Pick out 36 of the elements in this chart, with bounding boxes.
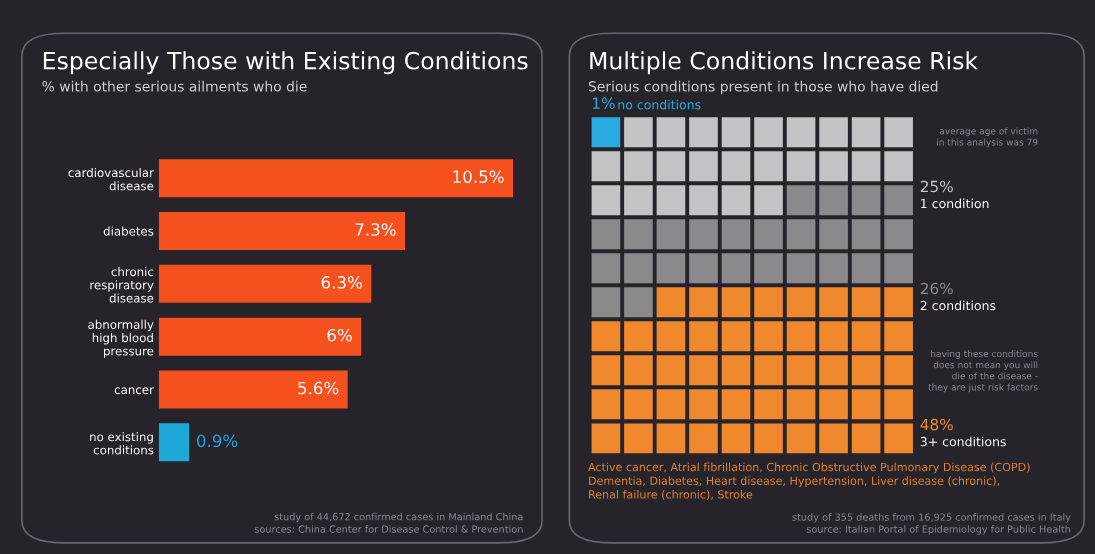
- y-tick-label: cancer: [114, 387, 154, 395]
- data-label: 5.6%: [298, 381, 339, 395]
- category-label: 1 condition: [921, 198, 989, 209]
- text: Serious conditions present in those who have died: [588, 80, 938, 95]
- text: Multiple Conditions Increase Risk: [590, 51, 979, 75]
- category-label: 2 conditions: [920, 300, 996, 311]
- text: having these conditions does not mean you will die of the disease - they are just risk factors: [928, 350, 1038, 393]
- category-label: no conditions: [618, 99, 701, 110]
- y-tick-label: no existing conditions: [90, 432, 154, 455]
- chart-title: Especially Those with Existing Conditions: [43, 51, 528, 75]
- bar: [158, 370, 348, 409]
- bar: [158, 264, 372, 303]
- data-label: 48%: [920, 418, 953, 431]
- bar: [158, 317, 362, 356]
- chart-subtitle: % with other serious ailments who die: [42, 80, 307, 92]
- text: study of 44,672 confirmed cases in Mainland China: [274, 512, 523, 523]
- bar: [158, 159, 514, 198]
- data-label: 7.3%: [355, 223, 396, 236]
- data-label: 10.5%: [453, 170, 504, 183]
- data-label: 6%: [327, 328, 352, 342]
- y-tick-label: cardiovascular disease: [68, 167, 154, 191]
- bar: [158, 423, 190, 462]
- category-label: 3+ conditions: [920, 436, 1006, 447]
- bar: [158, 211, 406, 251]
- text: average age of victim in this analysis was 79: [937, 127, 1038, 148]
- data-label: 6.3%: [321, 276, 362, 289]
- source-note: sources: China Center for Disease Control & Prevention: [254, 525, 523, 533]
- data-label: 1%: [592, 97, 615, 109]
- text: study of 355 deaths from 16,925 confirmed cases in Italy source: Italian Portal of Epidemiology for Public Health: [792, 513, 1071, 535]
- data-label: 0.9%: [196, 434, 238, 448]
- y-tick-label: chronic respiratory disease: [90, 267, 154, 303]
- y-tick-label: abnormally high blood pressure: [88, 319, 154, 358]
- data-label: 26%: [920, 282, 953, 295]
- y-tick-label: diabetes: [103, 226, 154, 236]
- text: Active cancer, Atrial fibrillation, Chronic Obstructive Pulmonary Disease (COPD) Dementia, Diabetes, Heart disease, Hypertension, Liver disease (chronic), Renal failure (chronic), Stroke: [588, 462, 1030, 500]
- data-label: 25%: [920, 180, 953, 193]
